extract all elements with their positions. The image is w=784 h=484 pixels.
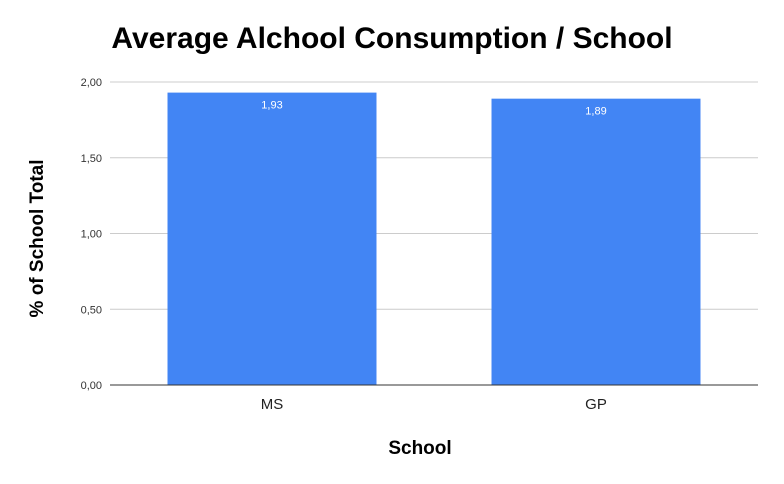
y-tick-label: 2,00 xyxy=(81,77,102,89)
x-category-labels: MS GP xyxy=(261,396,607,413)
y-tick-labels: 0,00 0,50 1,00 1,50 2,00 xyxy=(81,77,102,392)
data-label: 1,89 xyxy=(585,106,606,118)
y-tick-label: 1,00 xyxy=(81,229,102,241)
y-tick-label: 0,00 xyxy=(81,380,102,392)
y-tick-label: 1,50 xyxy=(81,153,102,165)
y-tick-label: 0,50 xyxy=(81,304,102,316)
x-category-label: MS xyxy=(261,396,284,413)
x-category-label: GP xyxy=(585,396,607,413)
chart-title: Average Alchool Consumption / School xyxy=(111,22,673,55)
data-label: 1,93 xyxy=(261,100,282,112)
bars xyxy=(167,92,701,385)
bar-ms xyxy=(167,92,377,385)
bar-gp xyxy=(491,98,701,385)
y-axis-title: % of School Total xyxy=(27,160,48,318)
x-axis-title: School xyxy=(388,438,451,459)
data-labels: 1,93 1,89 xyxy=(261,100,606,118)
